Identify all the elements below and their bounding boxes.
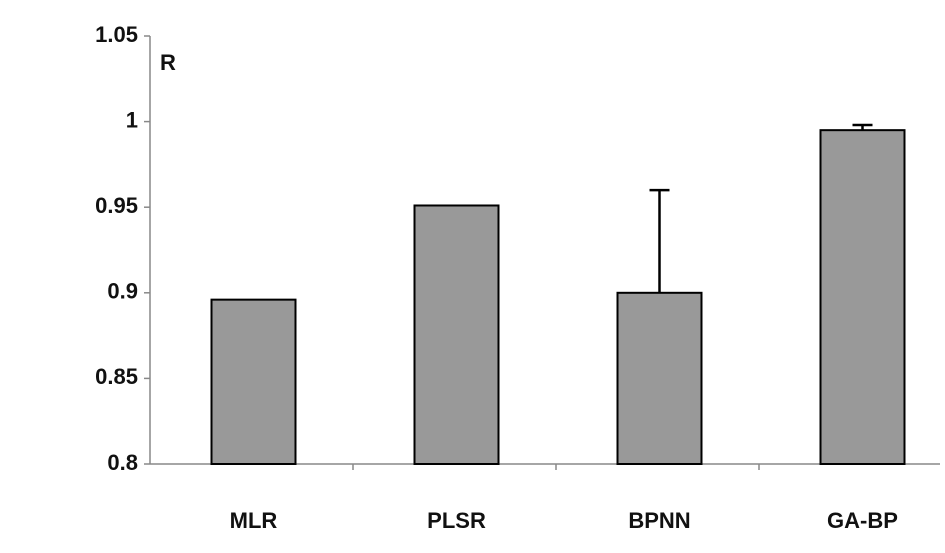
y-tick-label: 0.95 [95,193,138,218]
bar [616,291,703,465]
bar [210,298,297,466]
y-tick-label: 0.85 [95,364,138,389]
error-bar [852,123,873,131]
x-tick-label: BPNN [628,508,690,533]
y-tick-label: 0.9 [107,279,138,304]
y-axis-label: R [160,50,176,75]
error-bar [649,188,670,293]
x-tick-label: MLR [230,508,278,533]
y-tick-label: 1 [126,107,138,132]
x-tick-label: PLSR [427,508,486,533]
y-tick-label: 0.8 [107,450,138,475]
y-tick-label: 1.05 [95,22,138,47]
bar [413,204,500,465]
bar [819,129,906,465]
x-tick-label: GA-BP [827,508,898,533]
